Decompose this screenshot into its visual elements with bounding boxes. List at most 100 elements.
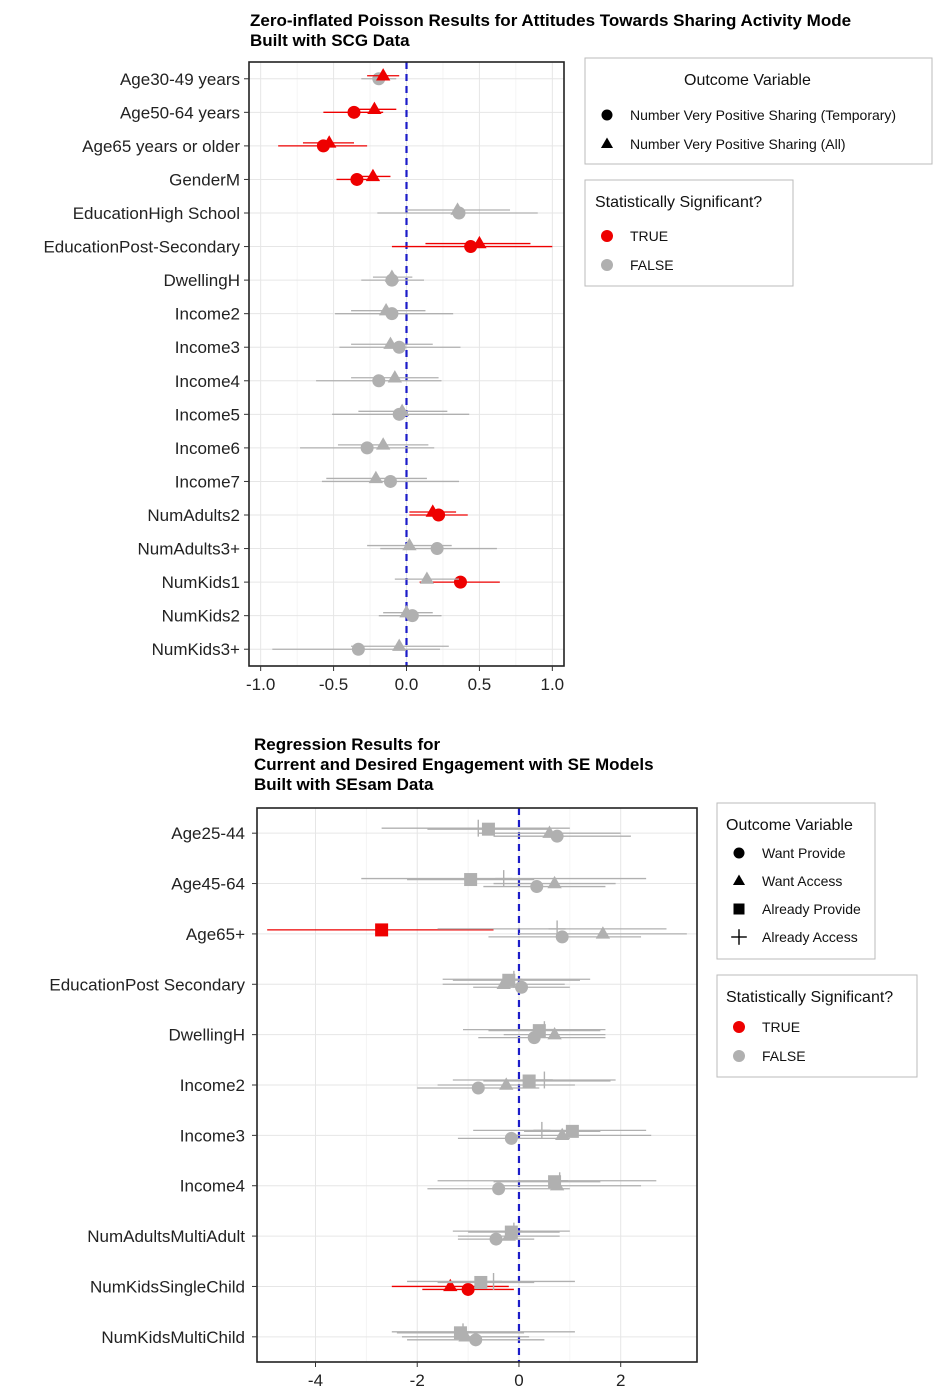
chart1-ytick-label-10: Income5	[175, 405, 240, 424]
chart1-point-1-16	[399, 605, 414, 618]
chart1-point-0-11	[360, 441, 374, 455]
chart1-legend-key-1-0	[601, 230, 613, 242]
chart1-ytick-label-8: Income3	[175, 338, 240, 357]
chart2-legend-label-1-1: FALSE	[762, 1048, 806, 1064]
chart2-legend-key-1-0	[733, 1021, 745, 1033]
chart1-point-0-14	[430, 542, 444, 556]
chart2-legend-key-0-2	[733, 903, 745, 915]
chart2-legend-label-0-1: Want Access	[762, 873, 842, 889]
chart1-point-1-17	[392, 638, 407, 651]
chart1-legends: Outcome Variable Number Very Positive Sha…	[584, 57, 933, 287]
chart2-point-1-9	[443, 1278, 458, 1292]
chart2-point-3-9	[485, 1273, 502, 1290]
chart2-ytick-label-2: Age65+	[186, 925, 245, 944]
chart1-legend-box-1	[584, 179, 794, 287]
chart1-xtick-label-2: 0.0	[395, 675, 419, 694]
chart1-ytick-label-1: Age50-64 years	[120, 103, 240, 122]
chart2-ytick-label-4: DwellingH	[168, 1026, 245, 1045]
chart2-point-1-0	[542, 825, 557, 838]
chart1-ytick-label-14: NumAdults3+	[137, 540, 240, 559]
chart1-point-1-8	[383, 336, 398, 349]
chart1-point-0-9	[372, 374, 386, 388]
chart1-legend-label-0-0: Number Very Positive Sharing (Temporary)	[630, 107, 896, 123]
chart2-legend-label-1-0: TRUE	[762, 1019, 800, 1035]
chart2-ytick-label-1: Age45-64	[171, 875, 245, 894]
chart2-point-0-1	[530, 880, 544, 894]
chart1-ytick-label-0: Age30-49 years	[120, 70, 240, 89]
chart2-legend-key-0-3	[731, 929, 747, 945]
chart1-point-1-6	[384, 269, 400, 282]
chart2-point-1-1	[547, 875, 562, 889]
chart2-point-3-0	[469, 819, 487, 837]
chart2-legend-label-0-2: Already Provide	[762, 901, 861, 917]
chart1-ytick-label-11: Income6	[175, 439, 240, 458]
chart2-point-2-6	[565, 1124, 579, 1138]
chart1-point-1-3	[365, 168, 381, 182]
chart2-point-1-6	[555, 1127, 570, 1141]
chart2-ytick-label-3: EducationPost Secondary	[49, 975, 245, 994]
chart2-point-3-5	[535, 1071, 553, 1089]
chart1-point-0-17	[351, 642, 365, 656]
chart1-ytick-label-5: EducationPost-Secondary	[43, 238, 240, 257]
chart1-legend-title-0: Outcome Variable	[684, 72, 811, 89]
chart1-title-line2: Built with SCG Data	[250, 31, 410, 50]
chart1-ytick-label-13: NumAdults2	[147, 506, 240, 525]
chart2-legend-box-0	[716, 802, 876, 960]
chart1-ytick-label-4: EducationHigh School	[73, 204, 240, 223]
chart1-title-line1: Zero-inflated Poisson Results for Attitu…	[250, 11, 851, 30]
chart1-legend-label-1-1: FALSE	[630, 257, 674, 273]
chart2-point-0-8	[489, 1232, 503, 1246]
chart2-ytick-label-7: Income4	[180, 1177, 245, 1196]
chart1-legend-key-0-1	[600, 137, 614, 148]
chart1-point-1-15	[419, 571, 435, 584]
chart2-legend-title-0: Outcome Variable	[726, 817, 853, 834]
chart2-legend-key-0-0	[733, 847, 745, 859]
chart1-legend-label-0-1: Number Very Positive Sharing (All)	[630, 136, 846, 152]
chart1-plot-area: Age30-49 years Age50-64 years Age65 years …	[43, 61, 565, 694]
chart2-point-1-5	[499, 1077, 514, 1090]
chart1-ytick-label-17: NumKids3+	[152, 640, 240, 659]
chart2-point-1-4	[547, 1026, 562, 1040]
chart2-legend-key-0-1	[732, 874, 746, 885]
chart2-plot-area: Age25-44 Age45-64 Age65+ EducationPost Seco…	[49, 807, 698, 1390]
chart2-point-3-2	[548, 920, 566, 938]
chart1-legend-title-1: Statistically Significant?	[595, 194, 762, 211]
chart2-title-line3: Built with SEsam Data	[254, 775, 434, 794]
chart1-legend-label-1-0: TRUE	[630, 228, 668, 244]
chart2-point-3-6	[533, 1121, 551, 1139]
chart1-point-1-10	[394, 403, 410, 417]
chart2-point-1-2	[595, 926, 611, 939]
chart1-point-1-5	[472, 235, 487, 249]
chart1-point-1-14	[402, 537, 417, 551]
chart2-xtick-label-3: 2	[616, 1371, 625, 1390]
chart1-point-1-9	[387, 370, 402, 383]
chart2-point-2-8	[504, 1225, 518, 1239]
chart2-point-3-3	[505, 970, 523, 988]
chart1-ytick-label-3: GenderM	[169, 170, 240, 189]
chart2-point-0-9	[461, 1282, 475, 1296]
chart1-legend-key-0-0	[601, 109, 613, 121]
chart2-point-3-1	[495, 870, 513, 887]
chart2-point-0-5	[471, 1081, 485, 1095]
chart1-point-0-15	[453, 575, 467, 589]
chart2-point-2-9	[474, 1275, 488, 1289]
chart2-legend-label-0-3: Already Access	[762, 929, 858, 945]
chart1-point-1-4	[450, 202, 465, 215]
chart2-legend-title-1: Statistically Significant?	[726, 989, 893, 1006]
chart1-xtick-label-0: -1.0	[246, 675, 275, 694]
chart1-ytick-label-7: Income2	[175, 305, 240, 324]
chart2-legend-label-0-0: Want Provide	[762, 845, 846, 861]
chart1-point-1-7	[378, 303, 394, 316]
chart1-point-1-1	[367, 101, 382, 115]
chart2-legend-key-1-1	[733, 1050, 745, 1062]
chart2-ytick-label-0: Age25-44	[171, 824, 245, 843]
chart2-point-0-6	[504, 1131, 518, 1145]
chart2-ytick-label-10: NumKidsMultiChild	[101, 1328, 245, 1347]
chart2-title-line2: Current and Desired Engagement with SE M…	[254, 755, 654, 774]
chart2-title-line1: Regression Results for	[254, 735, 440, 754]
chart2-legends: Outcome Variable Want Provide Want Access A…	[716, 802, 918, 1078]
chart2-point-2-2	[375, 923, 389, 937]
chart1-ytick-label-6: DwellingH	[163, 271, 240, 290]
chart1-point-1-2	[322, 135, 337, 148]
